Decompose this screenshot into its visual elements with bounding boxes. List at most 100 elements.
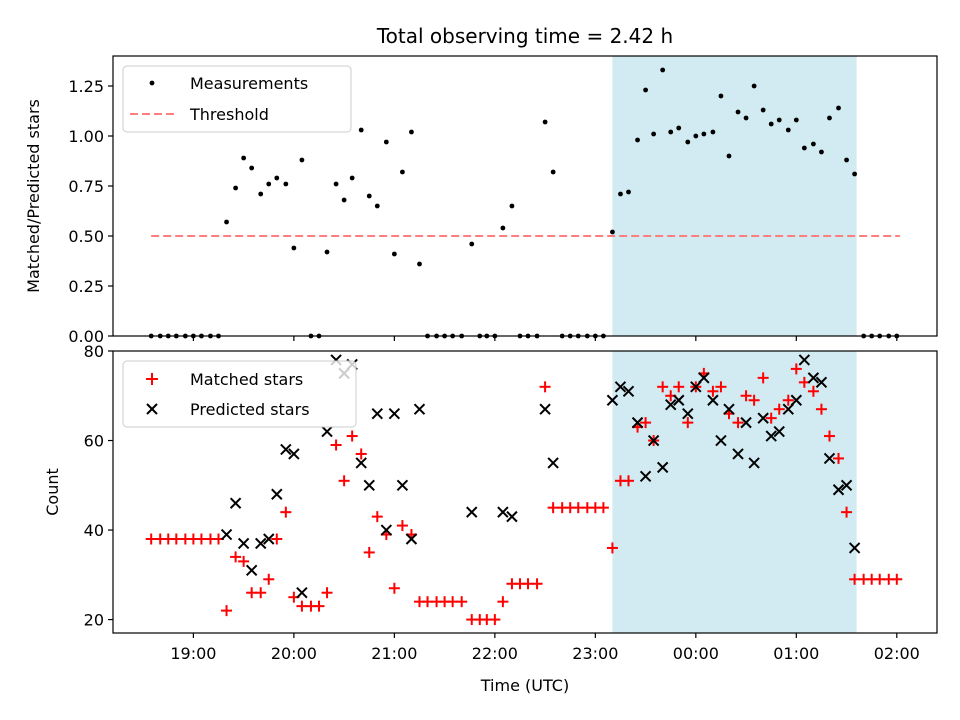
predicted-star-point [698, 372, 710, 384]
measurement-point [383, 139, 389, 145]
x-axis-label: Time (UTC) [480, 676, 569, 695]
matched-star-point [238, 555, 250, 567]
measurement-point [224, 219, 229, 225]
bottom-x-tick-label: 20:00 [271, 644, 317, 663]
matched-legend-label: Matched stars [190, 370, 303, 389]
bottom-y-ticks: 20 40 60 80 [84, 342, 113, 630]
measurement-point [844, 157, 849, 163]
matched-star-point [371, 511, 383, 523]
top-legend: Measurements Threshold [122, 65, 352, 133]
predicted-star-point [363, 479, 375, 491]
matched-star-point [606, 542, 618, 554]
matched-star-point [757, 372, 769, 384]
measurement-point [391, 251, 397, 257]
predicted-star-point [388, 407, 401, 420]
predicted-star-point [263, 533, 275, 545]
predicted-star-point [823, 452, 836, 465]
bottom-legend: Matched stars Predicted stars [122, 360, 357, 428]
predicted-star-point [220, 528, 233, 541]
top-y-axis-label: Matched/Predicted stars [24, 99, 43, 293]
predicted-star-point [682, 407, 694, 420]
predicted-star-point [296, 587, 308, 599]
measurement-point [811, 141, 816, 147]
measurement-point [542, 119, 548, 125]
measurement-point [801, 145, 807, 151]
matched-star-point [623, 475, 635, 487]
bottom-y-tick-label: 40 [84, 521, 104, 540]
measurement-point [819, 149, 824, 155]
measurement-point [500, 225, 506, 231]
predicted-star-point [815, 376, 828, 389]
matched-star-point [773, 403, 785, 415]
predicted-star-point [840, 479, 853, 491]
predicted-star-point [782, 403, 794, 415]
top-axes-frame [112, 55, 938, 337]
measurement-point [618, 191, 623, 197]
predicted-star-point [748, 457, 760, 469]
predicted-star-point [622, 385, 635, 397]
measurement-point [366, 193, 372, 199]
matched-star-point [456, 596, 468, 608]
measurement-point [324, 249, 330, 255]
matched-star-point [271, 533, 283, 545]
predicted-star-point [245, 564, 258, 577]
matched-star-point [732, 417, 744, 429]
bottom-y-axis-label: Count [43, 468, 62, 516]
matched-star-point [823, 430, 835, 442]
predicted-star-point [288, 448, 300, 460]
measurement-point [283, 181, 289, 187]
matched-star-point [255, 587, 267, 599]
measurement-point [610, 229, 615, 235]
measurement-point [776, 117, 782, 123]
measurement-point [785, 127, 791, 133]
predicted-star-point [413, 403, 426, 415]
top-y-tick-label: 0.75 [68, 177, 104, 196]
bottom-y-tick-label: 20 [84, 611, 104, 630]
predicted-star-point [255, 537, 267, 550]
predicted-star-point [757, 412, 769, 424]
measurement-point [333, 181, 339, 187]
bottom-y-tick-label: 80 [84, 342, 104, 361]
measurement-point [258, 191, 264, 197]
predicted-star-point [405, 533, 418, 545]
predicted-star-point [656, 461, 669, 474]
measurement-point [299, 157, 305, 163]
bottom-x-tick-label: 00:00 [673, 644, 719, 663]
top-y-tick-label: 0.25 [68, 277, 104, 296]
measurement-point [635, 137, 640, 143]
predicted-star-point [807, 372, 820, 384]
predicted-star-point [355, 457, 367, 469]
matched-star-point [363, 546, 375, 558]
measurement-point [718, 93, 724, 99]
measurement-point [735, 109, 741, 115]
matched-star-point [891, 573, 903, 585]
matched-star-point [782, 394, 794, 406]
predicted-star-point [631, 416, 644, 429]
predicted-star-point [606, 394, 619, 406]
measurements-legend-label: Measurements [190, 74, 308, 93]
matched-star-point [657, 381, 669, 393]
bottom-x-tick-label: 01:00 [773, 644, 819, 663]
predicted-star-point [647, 434, 660, 447]
matched-star-point [807, 385, 819, 397]
matched-star-point [790, 363, 802, 375]
measurement-point [509, 203, 515, 209]
chart-title: Total observing time = 2.42 h [376, 24, 673, 48]
predicted-star-point [280, 443, 292, 456]
bottom-x-tick-label: 22:00 [472, 644, 518, 663]
top-x-ticks [192, 336, 898, 341]
predicted-star-point [665, 399, 677, 411]
top-y-tick-label: 1.00 [68, 127, 104, 146]
matched-star-point [346, 430, 358, 442]
predicted-star-point [723, 403, 735, 415]
bottom-legend-box [122, 360, 357, 428]
predicted-star-point [321, 425, 333, 438]
measurement-point [668, 129, 674, 135]
matched-star-point [230, 551, 242, 563]
top-legend-box [122, 65, 352, 133]
measurement-point [827, 115, 832, 121]
matched-star-point [640, 417, 652, 429]
predicted-star-point [466, 506, 478, 518]
measurement-point [409, 129, 414, 135]
